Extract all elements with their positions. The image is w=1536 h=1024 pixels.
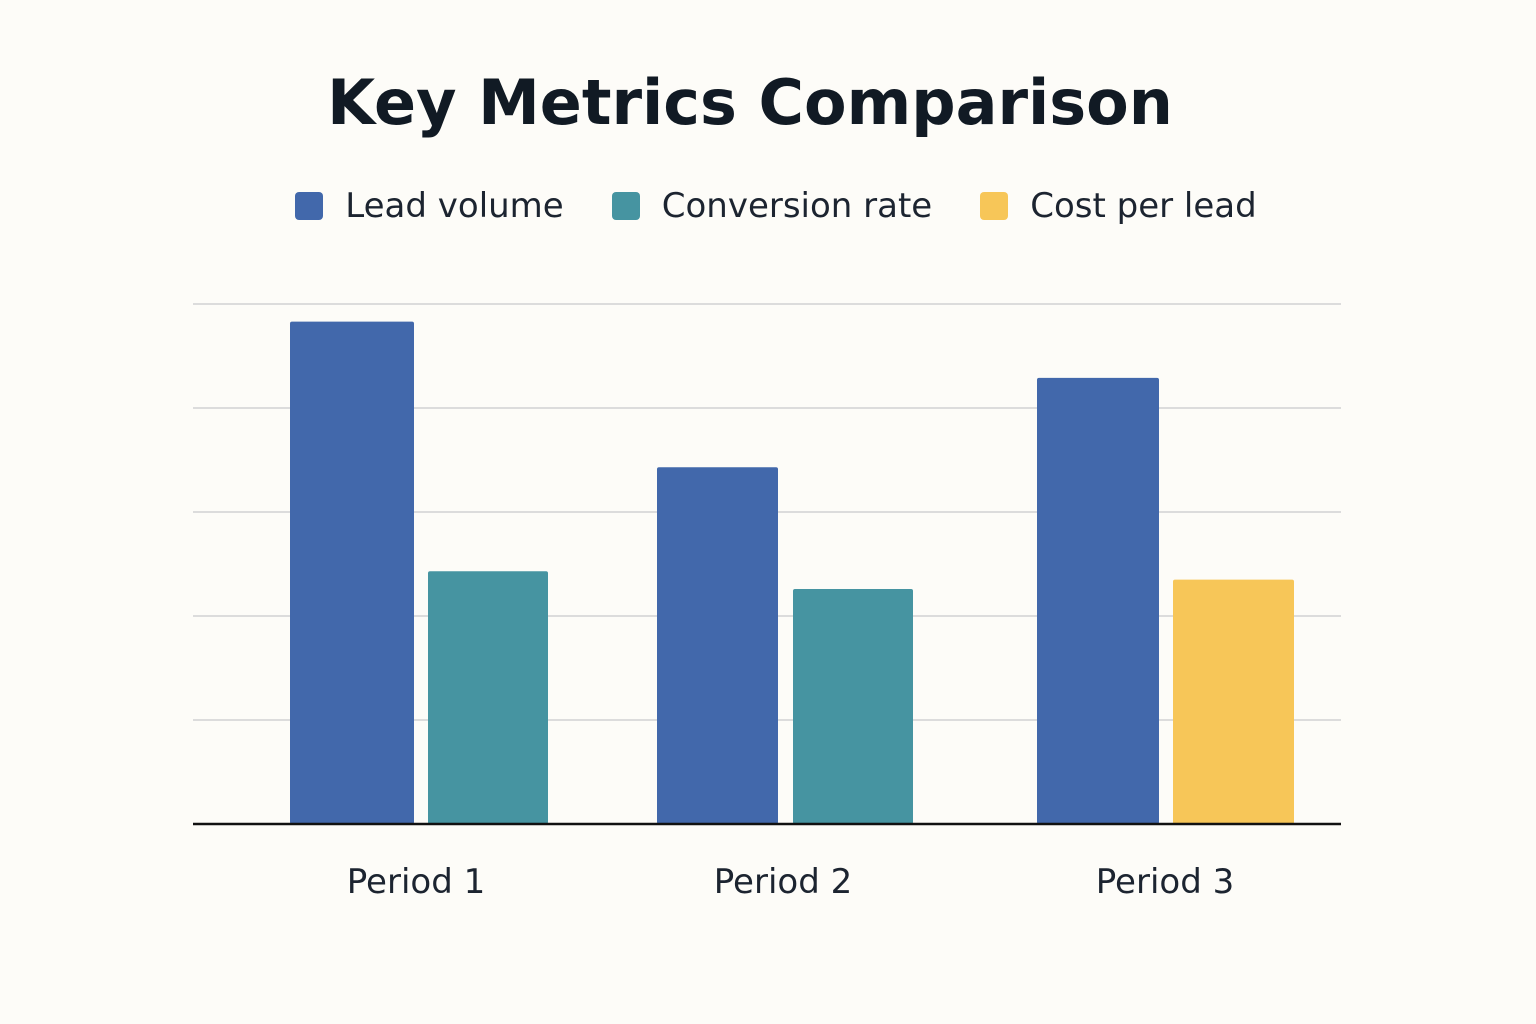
x-tick-labels: Period 1 Period 2 Period 3 xyxy=(347,862,1234,902)
legend-item-lead-volume: Lead volume xyxy=(295,186,564,226)
bar-conversion-rate-period-2 xyxy=(793,588,913,824)
bar-lead-volume-period-3 xyxy=(1037,377,1159,824)
legend-swatch-lead-volume xyxy=(295,192,324,220)
bar-lead-volume-period-2 xyxy=(657,467,778,824)
x-tick-label: Period 2 xyxy=(714,862,852,902)
legend-label-conversion-rate: Conversion rate xyxy=(661,186,933,226)
legend: Lead volume Conversion rate Cost per lea… xyxy=(0,186,1536,226)
legend-swatch-cost-per-lead xyxy=(980,192,1009,220)
bar-cost-per-lead-period-3 xyxy=(1173,579,1294,824)
bar-conversion-rate-period-1 xyxy=(428,571,548,824)
x-tick-label: Period 1 xyxy=(347,862,485,902)
chart-title: Key Metrics Comparison xyxy=(327,66,1173,139)
bar-lead-volume-period-1 xyxy=(290,321,414,824)
legend-swatch-conversion-rate xyxy=(611,192,640,220)
bars xyxy=(290,321,1294,824)
legend-label-cost-per-lead: Cost per lead xyxy=(1030,186,1257,226)
x-tick-label: Period 3 xyxy=(1096,862,1234,902)
legend-label-lead-volume: Lead volume xyxy=(345,186,564,226)
legend-item-conversion-rate: Conversion rate xyxy=(611,186,933,226)
legend-item-cost-per-lead: Cost per lead xyxy=(980,186,1257,226)
